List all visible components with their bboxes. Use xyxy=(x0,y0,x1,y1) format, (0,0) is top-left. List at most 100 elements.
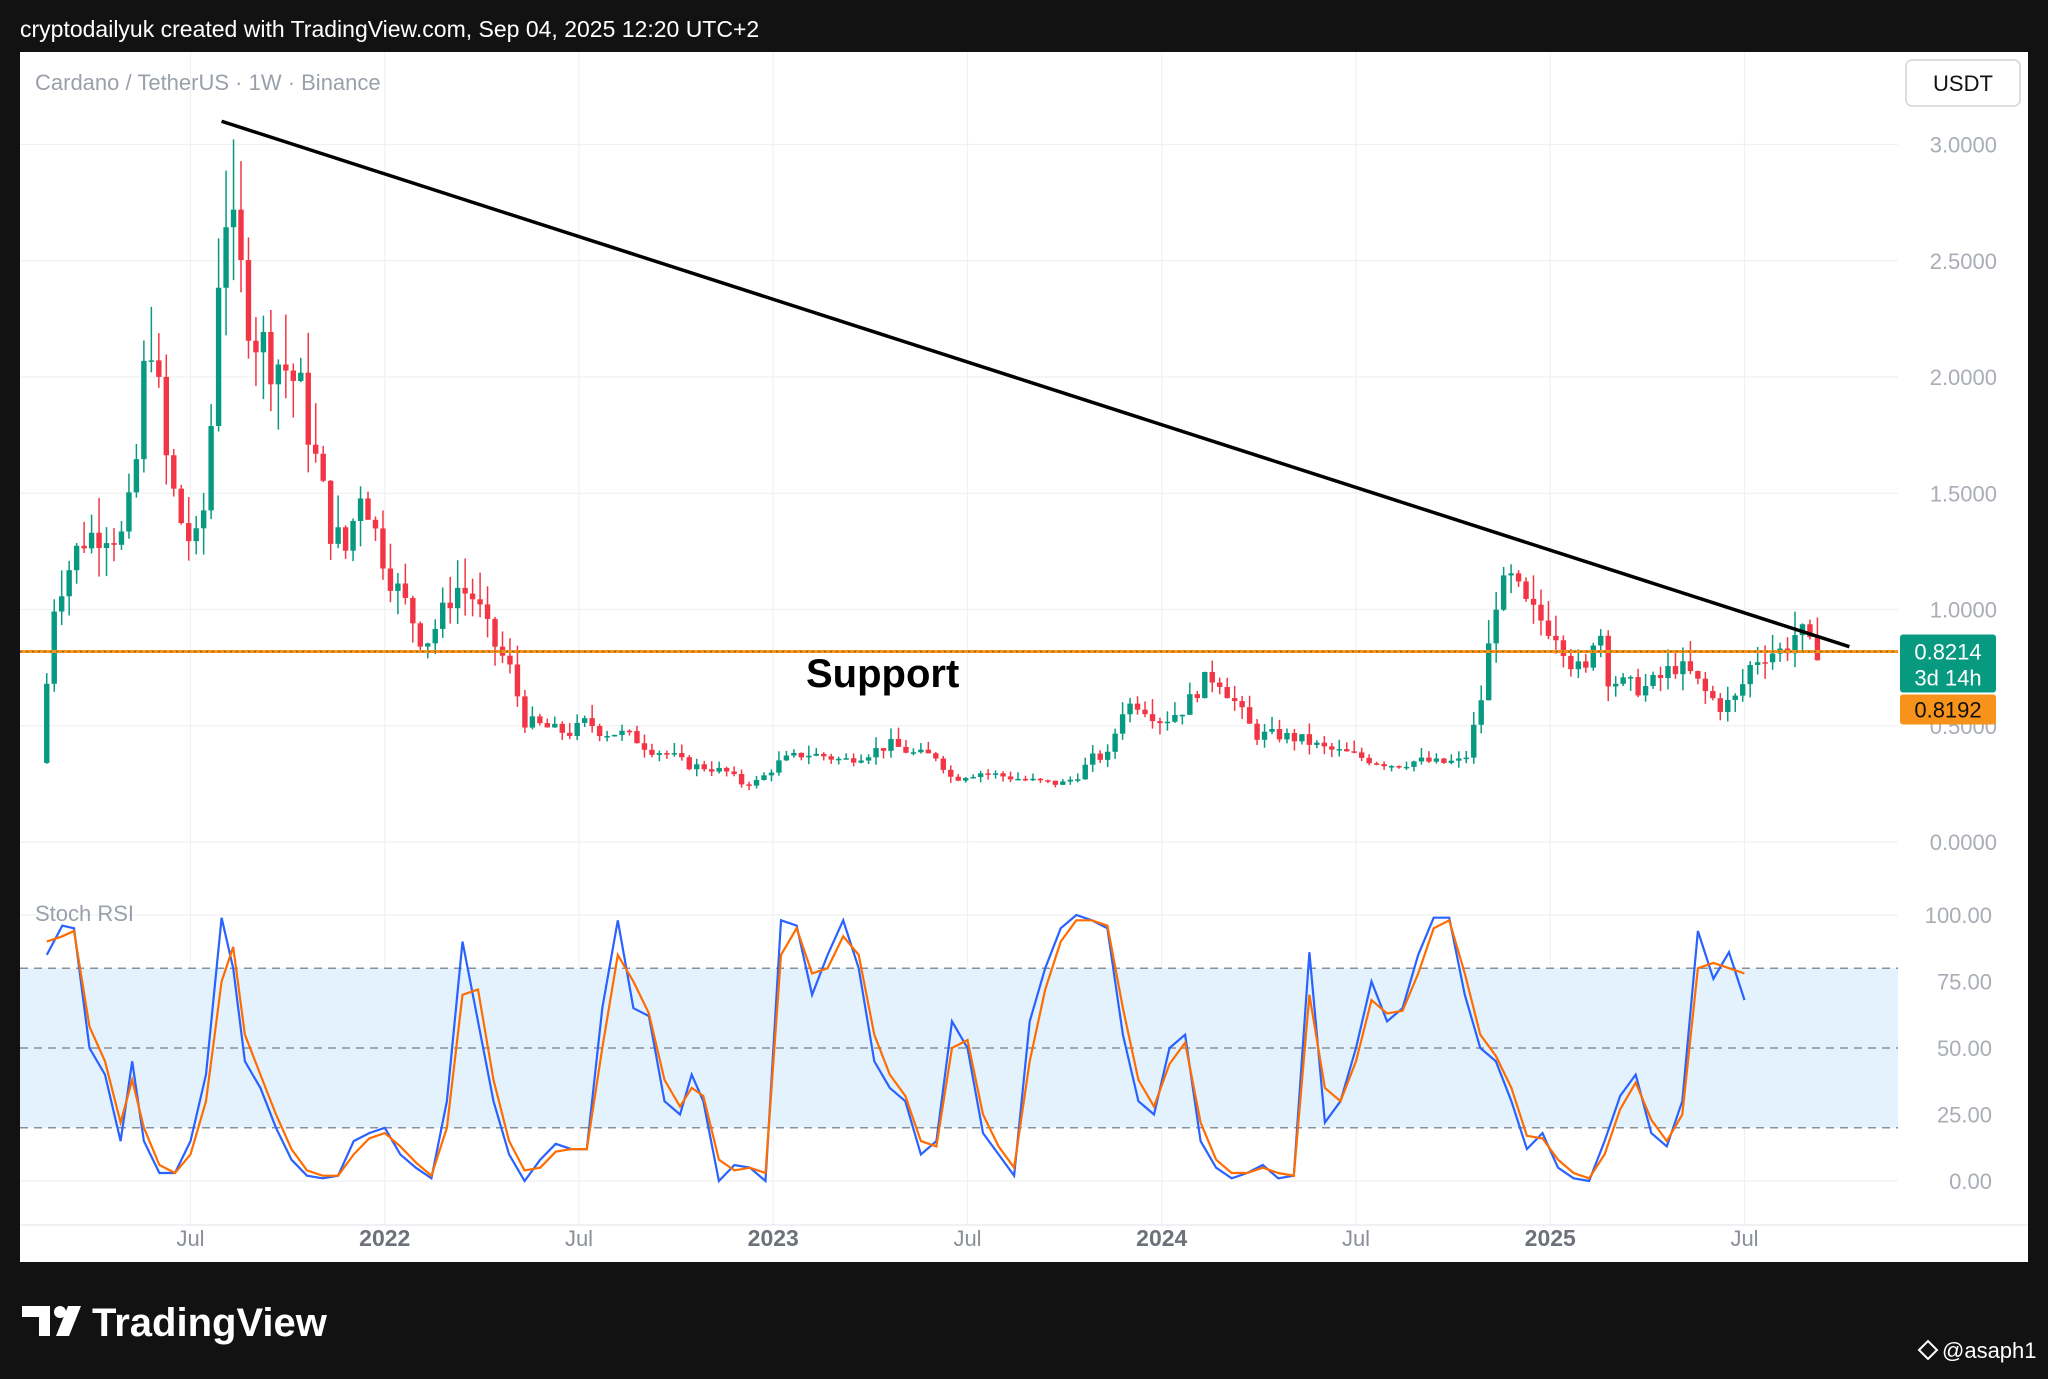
candle-body xyxy=(933,753,939,759)
candle-body xyxy=(925,749,932,754)
candle-body xyxy=(58,596,65,612)
candle-body xyxy=(664,753,670,755)
price-tick-label: 1.0000 xyxy=(1930,598,1997,623)
candle-body xyxy=(559,723,565,733)
candle-body xyxy=(402,583,409,598)
candle-body xyxy=(1217,682,1223,687)
candle-body xyxy=(1336,749,1342,751)
candle-body xyxy=(223,227,229,288)
candle-body xyxy=(454,587,461,609)
candle-body xyxy=(843,758,849,760)
candle-body xyxy=(1769,653,1776,663)
candle-body xyxy=(1388,766,1395,768)
candle-body xyxy=(1045,780,1051,782)
symbol-legend[interactable]: Cardano / TetherUS · 1W · Binance xyxy=(35,70,381,95)
candle-body xyxy=(1097,753,1103,760)
candle-body xyxy=(1418,757,1425,762)
rsi-tick-label: 50.00 xyxy=(1937,1036,1992,1061)
candle-body xyxy=(283,364,289,371)
candle-body xyxy=(1740,684,1746,696)
candle-body xyxy=(507,655,513,665)
candle-body xyxy=(350,520,356,551)
stoch-rsi-legend[interactable]: Stoch RSI xyxy=(35,901,134,926)
candle-body xyxy=(335,527,341,544)
candle-body xyxy=(716,767,722,772)
candle-body xyxy=(1224,686,1230,699)
candle-body xyxy=(1538,604,1544,621)
downtrend-line[interactable] xyxy=(221,119,1850,649)
time-axis[interactable]: Jul 2022 Jul 2023 Jul 2024 Jul 2025 Jul xyxy=(20,1224,2028,1251)
candle-body xyxy=(305,372,311,445)
candle-body xyxy=(1082,764,1088,780)
candle-body xyxy=(1605,635,1611,687)
candle-body xyxy=(1396,766,1402,768)
rsi-axis[interactable]: 100.00 75.00 50.00 25.00 0.00 xyxy=(1925,903,1992,1194)
last-price-value: 0.8214 xyxy=(1914,640,1981,665)
candle-body xyxy=(253,340,259,353)
candle-body xyxy=(1246,707,1253,724)
tv-logo-dot xyxy=(54,1306,66,1318)
candle-body xyxy=(1814,636,1821,661)
tradingview-logo[interactable]: TradingView xyxy=(22,1301,328,1345)
currency-selector[interactable] xyxy=(1905,59,2021,107)
candle-body xyxy=(1381,764,1387,767)
candle-body xyxy=(1090,753,1096,765)
candle-body xyxy=(1299,734,1305,742)
candle-body xyxy=(850,758,857,763)
support-price-value: 0.8192 xyxy=(1914,698,1981,723)
candle-body xyxy=(313,444,319,454)
candle-body xyxy=(1456,758,1462,761)
stoch-rsi-d-line xyxy=(46,918,1745,1180)
candle-body xyxy=(574,722,580,736)
bar-countdown: 3d 14h xyxy=(1914,666,1981,691)
candle-body xyxy=(798,752,805,758)
candle-body xyxy=(1291,732,1298,742)
candle-body xyxy=(544,723,551,728)
time-tick-label: 2023 xyxy=(748,1225,799,1251)
candle-body xyxy=(1007,776,1014,780)
candle-body xyxy=(1620,677,1626,684)
tv-logo-icon xyxy=(22,1306,50,1336)
candle-body xyxy=(552,723,558,728)
candle-body xyxy=(1523,581,1529,599)
candle-body xyxy=(215,287,222,426)
candle-body xyxy=(118,531,125,545)
candle-body xyxy=(948,769,954,777)
diamond-icon xyxy=(1917,1339,1939,1361)
candle-body xyxy=(462,587,468,594)
time-tick-label: Jul xyxy=(565,1226,593,1251)
candle-body xyxy=(1134,703,1141,710)
candle-body xyxy=(1142,709,1148,715)
candle-body xyxy=(671,753,678,755)
candle-body xyxy=(1441,758,1447,763)
candle-body xyxy=(1553,635,1559,641)
rsi-tick-label: 0.00 xyxy=(1949,1169,1992,1194)
candle-body xyxy=(1358,752,1365,758)
candle-body xyxy=(1157,721,1163,724)
candle-body xyxy=(171,455,177,489)
candle-body xyxy=(1261,731,1268,740)
candle-body xyxy=(1725,699,1731,712)
candle-body xyxy=(895,738,902,747)
candle-body xyxy=(1329,746,1335,750)
candle-body xyxy=(694,764,700,770)
candle-body xyxy=(178,488,184,524)
header-text: cryptodailyuk created with TradingView.c… xyxy=(20,16,759,42)
last-price-badge-bg xyxy=(1900,634,1996,693)
candle-body xyxy=(492,618,498,647)
candle-body xyxy=(1792,635,1798,654)
candle-body xyxy=(1314,742,1320,745)
candle-body xyxy=(1351,751,1357,753)
candle-body xyxy=(1052,780,1059,785)
candle-body xyxy=(1030,778,1036,781)
candle-body xyxy=(910,752,917,754)
candle-body xyxy=(656,753,663,755)
candle-body xyxy=(903,746,909,753)
price-tick-label: 0.0000 xyxy=(1930,830,1997,855)
candle-body xyxy=(1127,703,1133,715)
candle-body xyxy=(1642,686,1649,696)
price-tick-label: 2.5000 xyxy=(1930,249,1997,274)
candle-body xyxy=(1702,678,1709,692)
candle-body xyxy=(193,528,199,542)
candle-body xyxy=(1373,763,1380,765)
